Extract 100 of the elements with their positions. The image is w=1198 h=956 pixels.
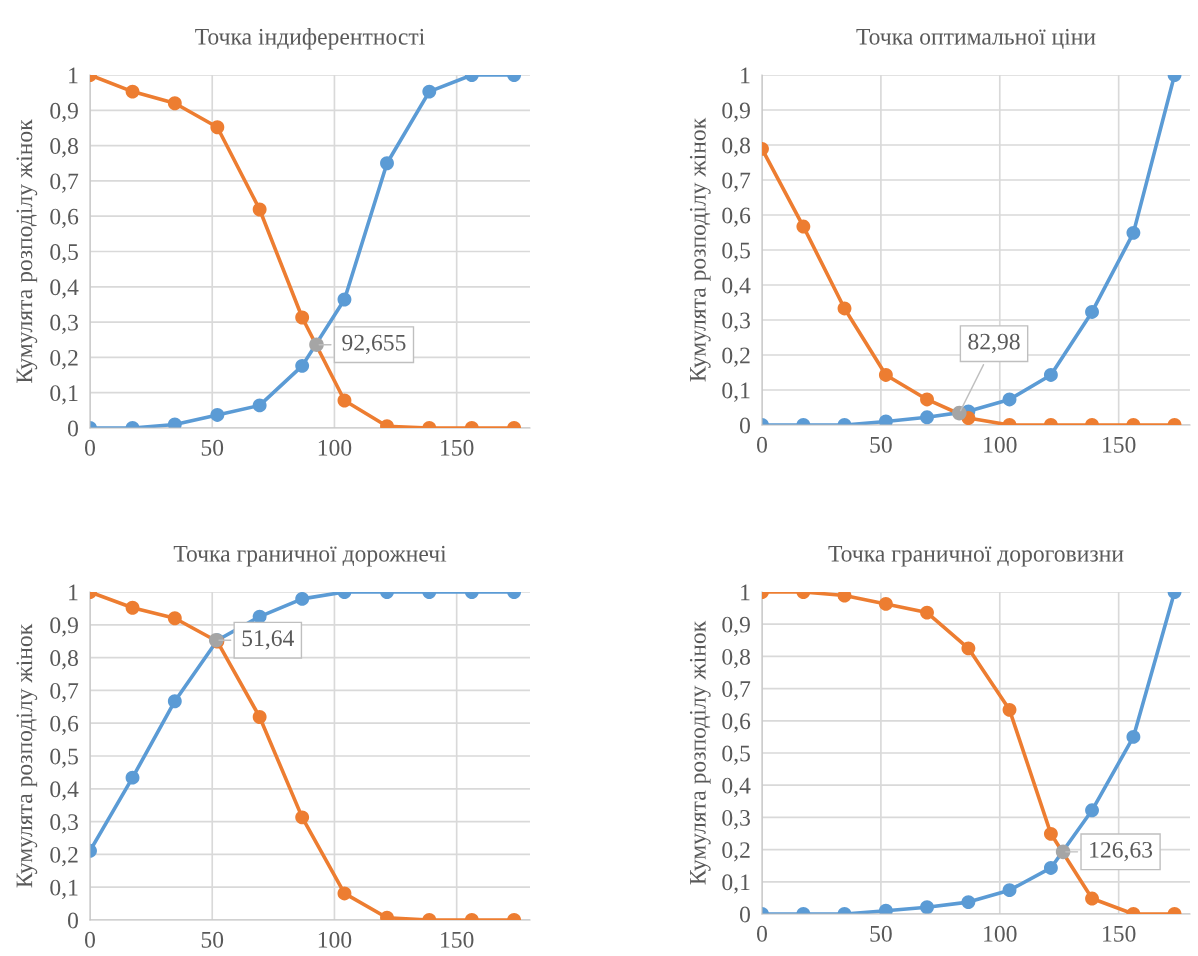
y-tick-label: 0,6 (50, 715, 79, 736)
y-tick-label: 0,5 (722, 745, 750, 765)
point (1085, 803, 1099, 818)
y-tick-label: 0 (739, 906, 750, 923)
point (422, 84, 437, 99)
y-axis-title: Кумулята розподілу жінок (16, 623, 38, 888)
point (1085, 305, 1099, 319)
point (1043, 826, 1058, 841)
annotation: 126,63 (1090, 841, 1153, 862)
point (1126, 225, 1141, 240)
y-tick-label: 0,2 (722, 347, 750, 367)
point (210, 120, 225, 135)
point (1126, 729, 1141, 744)
point (337, 393, 352, 408)
y-axis-title: Кумулята розподілу жінок (689, 620, 711, 885)
x-tick-label: 150 (1103, 436, 1136, 453)
y-tick-label: 0,2 (50, 349, 78, 370)
y-tick-label: 0,2 (722, 842, 750, 862)
y-tick-label: 0,1 (722, 382, 750, 402)
annotation: 82,98 (968, 333, 1020, 353)
point (125, 84, 140, 99)
point (1043, 861, 1058, 875)
point (252, 710, 267, 724)
y-tick-label: 0,3 (722, 312, 750, 332)
y-axis-title: Кумулята розподілу жінок (689, 117, 711, 382)
point (1055, 844, 1071, 860)
point (1002, 702, 1017, 717)
y-tick-label: 0,4 (50, 781, 79, 801)
y-tick-label: 0,9 (50, 102, 78, 123)
y-tick-label: 0,9 (722, 102, 750, 122)
y-tick-label: 1 (69, 67, 78, 84)
y-tick-label: 0,8 (722, 648, 750, 669)
y-tick-label: 0,7 (722, 172, 751, 192)
point (837, 301, 852, 316)
y-tick-label: 0,9 (50, 617, 78, 637)
x-tick-label: 100 (318, 439, 352, 456)
point (1085, 891, 1099, 906)
point (295, 810, 310, 825)
chart-title: Точка оптимальної ціни (856, 28, 1096, 50)
y-tick-label: 0,7 (50, 173, 79, 193)
y-tick-label: 0,4 (722, 277, 751, 297)
point (295, 310, 310, 325)
y-tick-label: 0,6 (50, 208, 79, 229)
point (337, 292, 352, 307)
y-tick-label: 0 (67, 420, 78, 437)
point (295, 358, 310, 373)
y-tick-label: 0,2 (50, 846, 78, 867)
y-tick-label: 0,7 (722, 681, 751, 701)
y-tick-label: 1 (741, 584, 750, 601)
y-tick-label: 0,7 (50, 682, 79, 703)
y-tick-label: 1 (69, 584, 78, 601)
y-tick-label: 1 (741, 67, 750, 84)
point (380, 156, 394, 171)
point (125, 770, 140, 785)
y-tick-label: 0,8 (722, 137, 750, 157)
y-tick-label: 0,4 (722, 777, 751, 798)
chart-title: Точка граничної дороговизни (828, 545, 1124, 567)
point (210, 407, 225, 422)
y-tick-label: 0,3 (722, 809, 750, 830)
annotation: 92,655 (342, 334, 406, 354)
x-tick-label: 100 (318, 931, 352, 948)
y-tick-label: 0,5 (50, 748, 78, 768)
y-tick-label: 0,3 (50, 814, 78, 834)
point (309, 337, 324, 352)
x-tick-label: 100 (984, 925, 1017, 942)
y-tick-label: 0,5 (50, 243, 78, 264)
y-tick-label: 0,1 (722, 874, 750, 894)
y-tick-label: 0,1 (50, 385, 78, 405)
y-tick-label: 0,3 (50, 314, 78, 334)
x-tick-label: 0 (85, 439, 95, 456)
x-tick-label: 150 (441, 439, 474, 456)
x-tick-label: 50 (201, 439, 224, 456)
y-tick-label: 0,8 (50, 138, 78, 158)
y-tick-label: 0,9 (722, 616, 750, 637)
x-tick-label: 0 (757, 925, 767, 942)
y-tick-label: 0,1 (50, 879, 78, 900)
chart-title: Точка граничної дорожнечі (173, 545, 447, 567)
point (961, 641, 976, 656)
x-tick-label: 50 (870, 436, 892, 453)
x-tick-label: 0 (85, 931, 95, 948)
y-tick-label: 0,6 (722, 713, 751, 733)
x-tick-label: 50 (870, 925, 892, 942)
y-tick-label: 0 (67, 912, 78, 929)
point (796, 219, 811, 234)
y-tick-label: 0,5 (722, 242, 750, 262)
chart-title: Точка індиферентності (195, 28, 425, 50)
point (167, 694, 182, 709)
y-tick-label: 0,6 (722, 207, 751, 227)
x-tick-label: 150 (441, 931, 474, 948)
point (167, 96, 182, 111)
y-axis-title: Кумулята розподілу жінок (16, 119, 38, 383)
annotation: 51,64 (242, 630, 294, 650)
point (920, 900, 934, 914)
x-tick-label: 100 (984, 436, 1017, 453)
x-tick-label: 50 (201, 931, 224, 948)
x-tick-label: 0 (757, 436, 767, 453)
x-tick-label: 150 (1103, 925, 1136, 942)
y-tick-label: 0 (739, 417, 750, 434)
y-tick-label: 0,8 (50, 650, 78, 670)
y-tick-label: 0,4 (50, 279, 79, 299)
